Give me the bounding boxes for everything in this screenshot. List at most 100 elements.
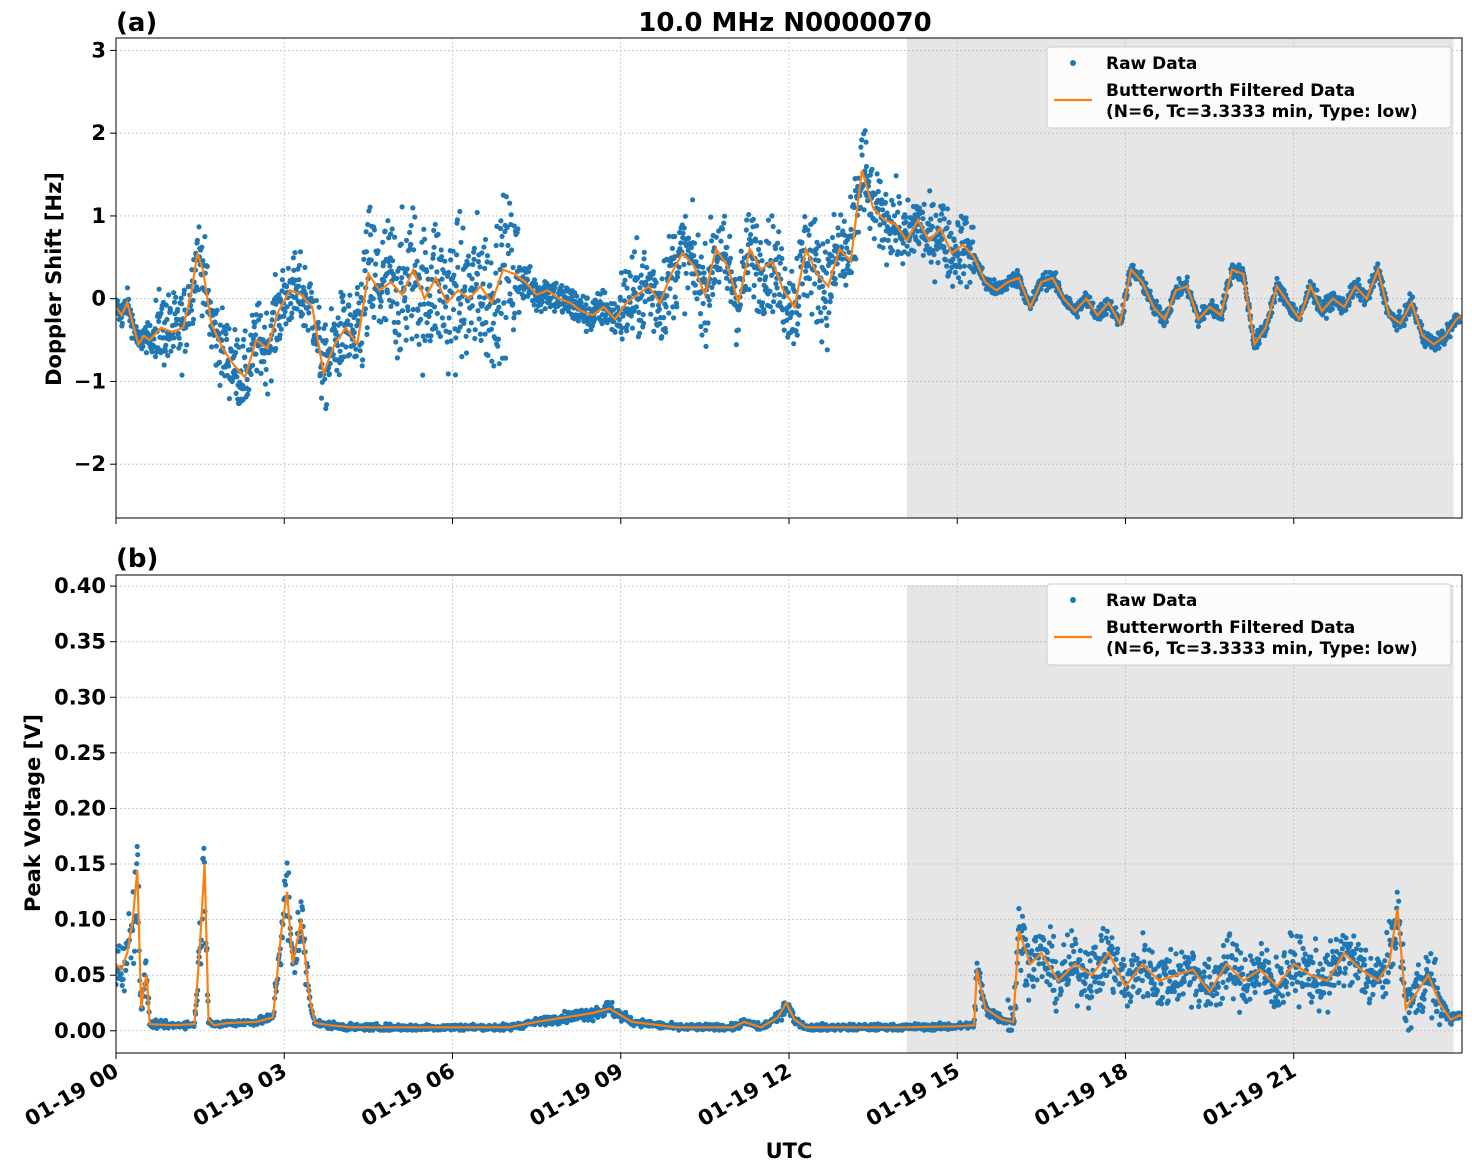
panel-a-raw-point	[234, 374, 240, 380]
panel-a-raw-point	[697, 311, 704, 317]
panel-a-raw-point	[621, 281, 627, 288]
panel-a-raw-point	[483, 319, 489, 326]
panel-a-raw-point	[199, 313, 205, 319]
panel-a-raw-point	[353, 346, 359, 352]
panel-a-raw-point	[418, 316, 424, 322]
panel-a-raw-point	[700, 264, 706, 270]
panel-b-grid	[116, 575, 1462, 1053]
panel-a-raw-point	[1375, 261, 1381, 267]
panel-a-raw-point	[839, 256, 845, 262]
panel-a-raw-point	[350, 342, 357, 348]
panel-a-raw-point	[818, 318, 825, 324]
panel-a-raw-point	[367, 232, 374, 238]
panel-a-raw-point	[437, 333, 443, 339]
panel-a-raw-point	[398, 241, 404, 247]
panel-a-raw-point	[303, 291, 309, 297]
panel-a-raw-point	[268, 323, 274, 329]
panel-a-raw-point	[1307, 279, 1313, 285]
panel-a-raw-point	[884, 262, 890, 268]
panel-a-raw-point	[471, 245, 477, 251]
panel-a-raw-point	[252, 320, 258, 326]
panel-a-raw-point	[427, 338, 433, 344]
panel-a-raw-point	[394, 301, 400, 307]
panel-a-raw-point	[278, 326, 284, 332]
panel-a-raw-point	[820, 241, 826, 247]
panel-a-raw-point	[343, 344, 349, 350]
panel-a-raw-point	[1053, 270, 1059, 276]
panel-a-raw-point	[633, 304, 640, 310]
panel-a-raw-point	[583, 302, 589, 308]
panel-a-raw-point	[1422, 344, 1428, 350]
panel-a-raw-point	[641, 320, 647, 326]
panel-a-raw-point	[761, 310, 768, 316]
panel-a-raw-point	[738, 248, 744, 254]
panel-a-raw-point	[648, 311, 654, 317]
panel-a-raw-point	[163, 302, 169, 308]
panel-a-raw-point	[408, 222, 414, 229]
panel-a-raw-point	[826, 310, 832, 316]
panel-a-raw-point	[784, 317, 790, 323]
panel-a-raw-point	[759, 258, 765, 264]
panel-a-raw-point	[1219, 316, 1225, 322]
panel-a-raw-point	[656, 290, 662, 296]
panel-a-raw-point	[569, 294, 575, 300]
panel-a-raw-point	[967, 245, 974, 251]
panel-a-raw-point	[941, 244, 947, 250]
panel-a-raw-point	[435, 231, 441, 237]
panel-a-raw-point	[282, 308, 288, 315]
panel-a-raw-point	[333, 329, 339, 335]
panel-a-raw-point	[364, 325, 370, 331]
panel-a-raw-point	[430, 255, 436, 261]
panel-a-raw-point	[931, 251, 937, 258]
panel-a-raw-point	[724, 285, 730, 291]
panel-a-raw-point	[403, 315, 409, 321]
panel-b-raw-point	[201, 845, 207, 851]
panel-a-raw-point	[961, 271, 967, 277]
panel-a-raw-point	[794, 332, 800, 338]
panel-a-raw-point	[253, 312, 259, 318]
panel-a-raw-point	[789, 268, 795, 274]
panel-a-raw-point	[698, 323, 704, 330]
panel-a-raw-point	[791, 288, 798, 294]
panel-a-raw-point	[348, 322, 354, 328]
panel-a-raw-point	[754, 223, 760, 229]
panel-a-raw-point	[748, 238, 755, 244]
panel-a-raw-point	[293, 294, 299, 301]
panel-a-raw-point	[248, 332, 254, 338]
panel-a-raw-point	[732, 276, 738, 283]
panel-a-raw-point	[920, 252, 926, 258]
panel-a-ylabel: Doppler Shift [Hz]	[42, 172, 66, 386]
panel-a-raw-point	[979, 265, 985, 271]
panel-a-raw-point	[833, 281, 839, 287]
panel-a-raw-point	[253, 351, 259, 357]
panel-a-raw-point	[463, 350, 470, 356]
panel-a-raw-point	[905, 251, 911, 257]
panel-a-raw-point	[453, 283, 459, 289]
panel-a-raw-point	[217, 382, 223, 388]
panel-a-raw-point	[867, 225, 873, 231]
panel-b-raw-point	[134, 861, 140, 867]
panel-a-raw-point	[795, 303, 802, 309]
panel-a-raw-point	[244, 376, 250, 383]
panel-a-raw-point	[664, 293, 670, 299]
panel-a-raw-point	[476, 316, 482, 322]
panel-a-raw-point	[466, 272, 472, 278]
panel-a-raw-point	[515, 226, 521, 232]
panel-a-raw-point	[959, 225, 965, 231]
panel-b-raw-point	[135, 852, 141, 858]
panel-a-raw-point	[296, 277, 302, 283]
panel-a-raw-point	[490, 320, 496, 326]
panel-a-raw-point	[439, 315, 445, 321]
panel-a-raw-point	[675, 270, 681, 276]
panel-a-raw-point	[795, 321, 801, 327]
panel-a-raw-point	[552, 308, 558, 314]
panel-b-raw-point	[601, 1012, 608, 1018]
panel-a-raw-point	[147, 322, 153, 329]
panel-a-raw-point	[631, 308, 637, 314]
panel-a-raw-point	[477, 294, 483, 300]
panel-a-raw-point	[444, 339, 450, 345]
panel-a-raw-point	[697, 270, 703, 276]
panel-a-legend-box	[1046, 46, 1452, 129]
panel-a-legend: Raw Data Butterworth Filtered Data (N=6,…	[1046, 46, 1452, 129]
